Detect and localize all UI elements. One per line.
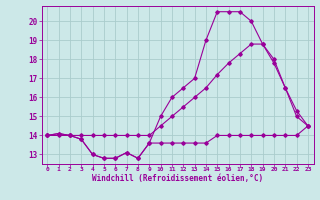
X-axis label: Windchill (Refroidissement éolien,°C): Windchill (Refroidissement éolien,°C)	[92, 174, 263, 183]
